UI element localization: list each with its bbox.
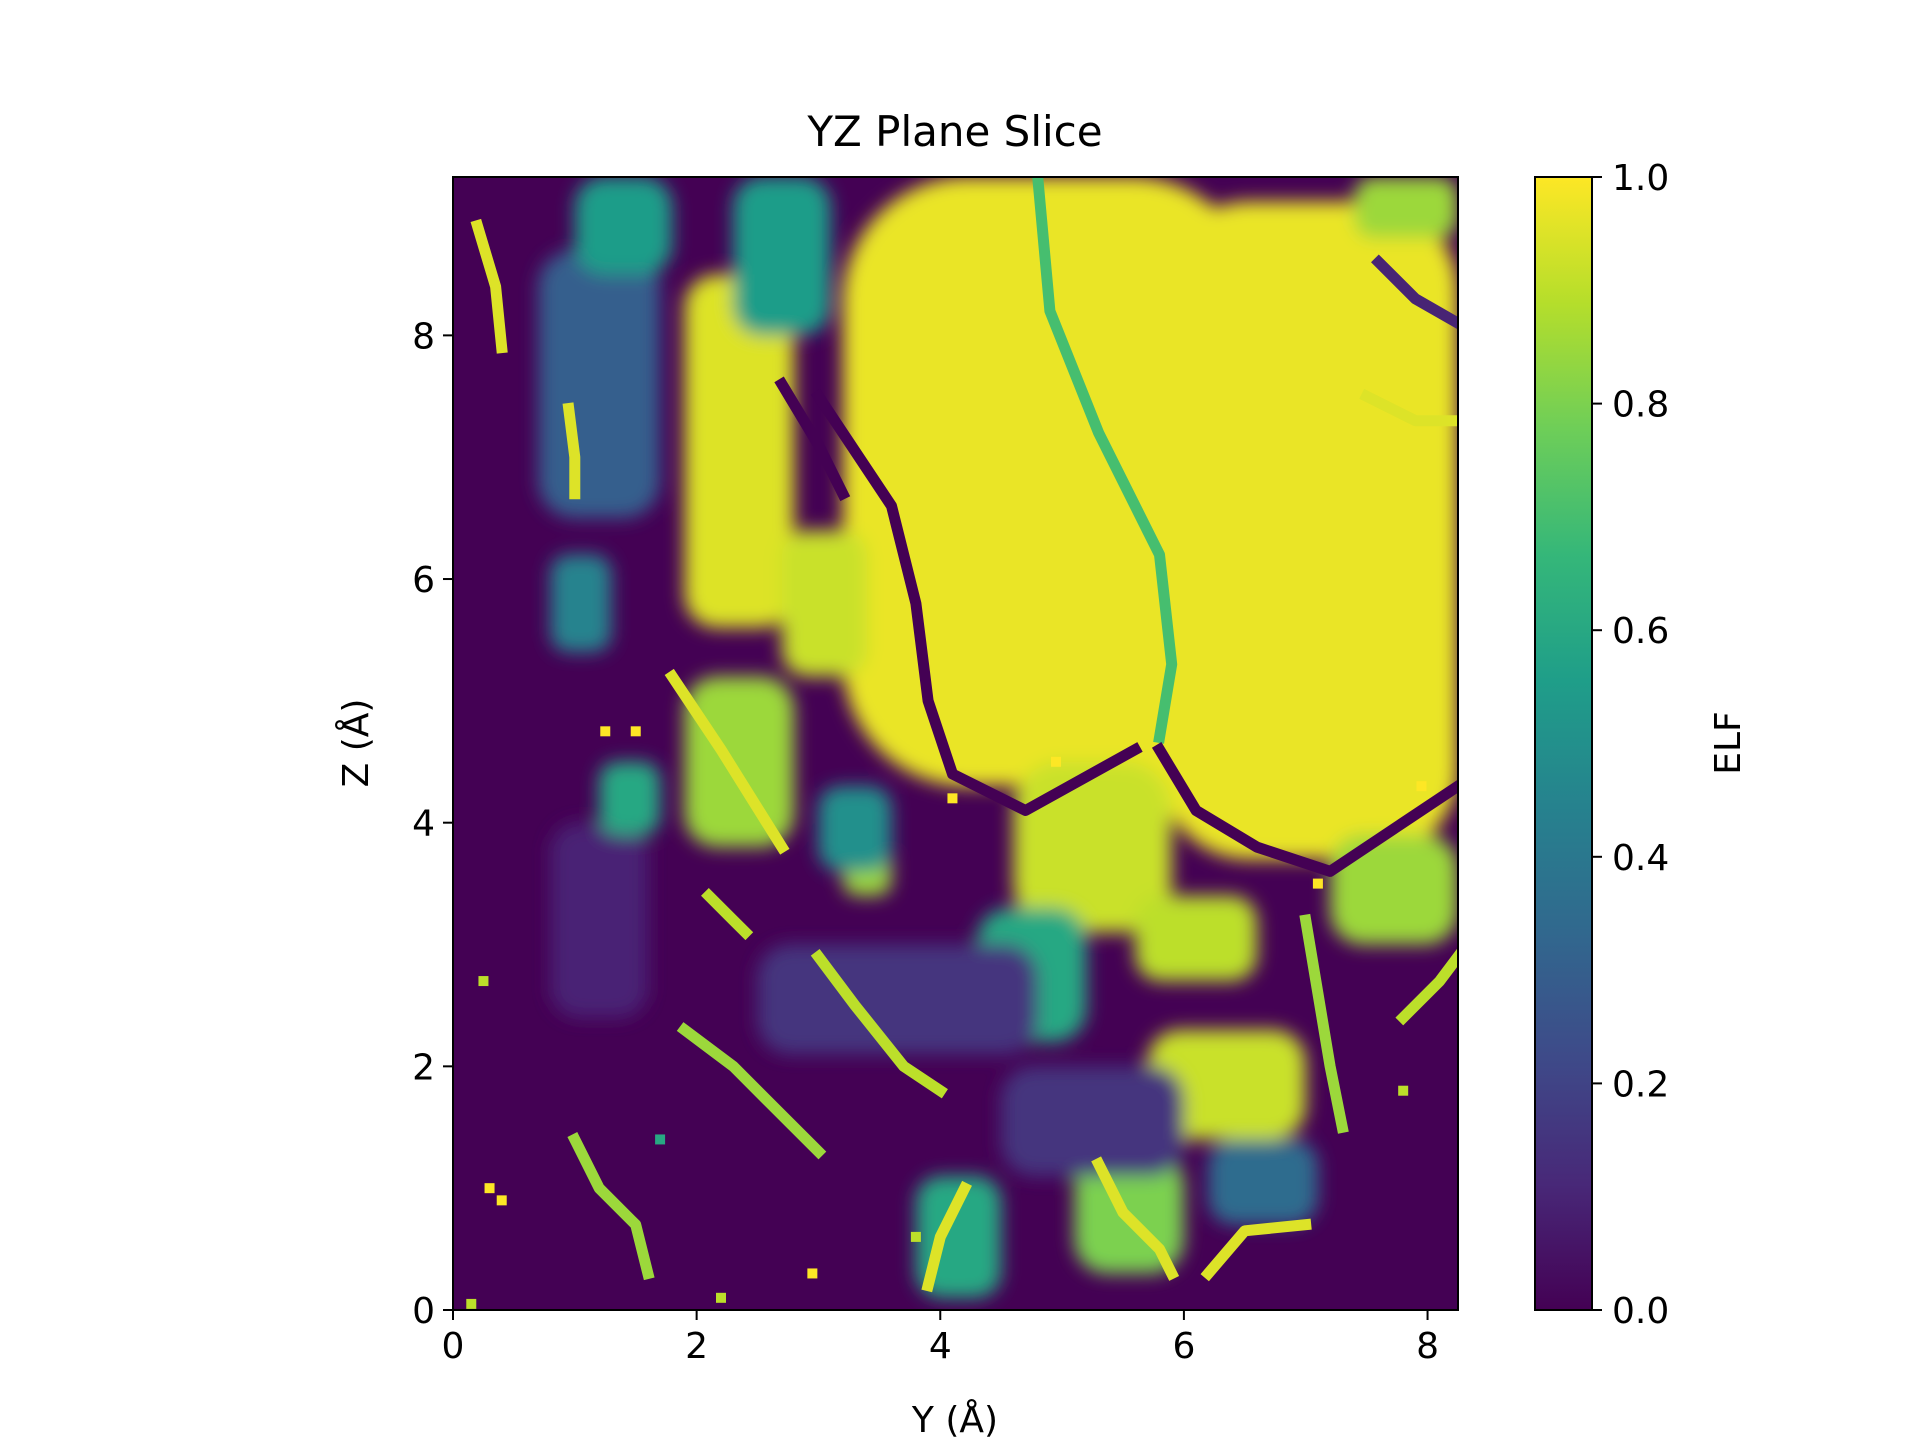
heatmap-region-5 xyxy=(684,676,795,848)
heatmap-region-22 xyxy=(1001,1066,1184,1176)
y-tick-label-4: 8 xyxy=(412,316,435,357)
heatmap-region-20 xyxy=(574,177,673,275)
heatmap-ridges xyxy=(470,177,1458,1293)
x-tick-label-0: 0 xyxy=(442,1326,465,1367)
heatmap-ridge-16 xyxy=(1371,254,1458,330)
colorbar-label: ELF xyxy=(1708,711,1749,775)
y-tick-label-3: 6 xyxy=(412,560,435,601)
heatmap-spot-4 xyxy=(807,1268,818,1279)
heatmap-region-7 xyxy=(1135,895,1257,982)
heatmap-ridge-15 xyxy=(701,888,754,941)
heatmap-spots xyxy=(466,726,1427,1309)
heatmap-ridge-10 xyxy=(1091,1156,1180,1281)
colorbar-tick-label-5: 1.0 xyxy=(1612,158,1669,199)
heatmap-region-0 xyxy=(842,177,1257,787)
colorbar-ticks: 0.0 0.2 0.4 0.6 0.8 1.0 xyxy=(1592,158,1669,1332)
x-tick-label-2: 4 xyxy=(929,1326,952,1367)
heatmap-spot-2 xyxy=(484,1183,495,1194)
heatmap-spot-11 xyxy=(716,1292,726,1303)
heatmap-region-19 xyxy=(538,250,661,519)
y-tick-label-2: 4 xyxy=(412,804,435,845)
heatmap-spot-0 xyxy=(600,726,611,737)
y-axis: 0 2 4 6 8 xyxy=(412,316,453,1332)
heatmap-spot-1 xyxy=(630,726,641,737)
heatmap-ridge-6 xyxy=(664,668,790,855)
heatmap-spot-6 xyxy=(947,793,958,804)
heatmap-ridge-3 xyxy=(774,376,851,502)
heatmap-ridge-12 xyxy=(1299,913,1349,1134)
x-tick-label-3: 6 xyxy=(1172,1326,1195,1367)
heatmap-spot-5 xyxy=(1051,756,1061,767)
x-tick-label-1: 2 xyxy=(685,1326,708,1367)
y-tick-label-0: 0 xyxy=(412,1291,435,1332)
heatmap-ridge-0 xyxy=(810,388,1143,816)
heatmap-region-1 xyxy=(1159,201,1458,860)
heatmap-spot-13 xyxy=(655,1134,666,1145)
heatmap-ridge-13 xyxy=(1395,949,1458,1026)
y-tick-label-1: 2 xyxy=(412,1047,435,1088)
heatmap-ridge-4 xyxy=(470,218,508,354)
heatmap-ridge-8 xyxy=(810,949,948,1099)
colorbar: 0.0 0.2 0.4 0.6 0.8 1.0 ELF xyxy=(1534,158,1749,1332)
heatmap-spot-12 xyxy=(466,1298,477,1309)
heatmap-ridge-17 xyxy=(1359,388,1458,427)
heatmap-area xyxy=(453,177,1458,1310)
heatmap-region-3 xyxy=(684,274,795,628)
x-tick-label-4: 8 xyxy=(1416,1326,1439,1367)
heatmap-region-2 xyxy=(1354,177,1458,238)
heatmap-ridge-5 xyxy=(562,402,581,500)
heatmap-ridge-14 xyxy=(921,1180,972,1293)
heatmap-region-10 xyxy=(1208,1139,1318,1225)
heatmap-ridge-7 xyxy=(676,1022,827,1160)
x-axis: 0 2 4 6 8 xyxy=(442,1310,1439,1367)
heatmap-spot-7 xyxy=(1416,781,1427,792)
heatmap-spot-3 xyxy=(496,1195,507,1206)
colorbar-bar xyxy=(1534,176,1593,1311)
heatmap-region-18 xyxy=(818,786,892,872)
y-axis-label: Z (Å) xyxy=(334,699,377,788)
heatmap-region-16 xyxy=(599,761,661,835)
heatmap-region-8 xyxy=(1147,1029,1306,1140)
colorbar-tick-label-3: 0.6 xyxy=(1612,611,1669,652)
heatmap-region-15 xyxy=(550,554,612,653)
heatmap-region-21 xyxy=(733,177,831,336)
x-axis-label: Y (Å) xyxy=(911,1398,998,1440)
colorbar-tick-label-2: 0.4 xyxy=(1612,838,1669,879)
plot-frame xyxy=(452,176,1459,1311)
heatmap-ridge-1 xyxy=(1032,177,1178,744)
colorbar-tick-label-1: 0.2 xyxy=(1612,1064,1669,1105)
heatmap-ridge-11 xyxy=(1200,1218,1312,1282)
colorbar-tick-label-4: 0.8 xyxy=(1612,385,1669,426)
chart-title: YZ Plane Slice xyxy=(806,107,1102,156)
heatmap-spot-8 xyxy=(1312,878,1323,889)
heatmap-region-6 xyxy=(1013,761,1172,933)
heatmap-spot-14 xyxy=(1398,1085,1409,1096)
heatmap-region-13 xyxy=(1330,834,1458,945)
heatmap-ridge-2 xyxy=(1151,742,1458,877)
heatmap-region-4 xyxy=(781,530,868,677)
colorbar-tick-label-0: 0.0 xyxy=(1612,1291,1669,1332)
heatmap-region-23 xyxy=(757,944,1038,1055)
heatmap-spot-9 xyxy=(910,1231,921,1242)
heatmap-region-14 xyxy=(550,822,648,1018)
heatmap-spot-10 xyxy=(478,976,489,987)
heatmap-ridge-9 xyxy=(567,1132,655,1281)
